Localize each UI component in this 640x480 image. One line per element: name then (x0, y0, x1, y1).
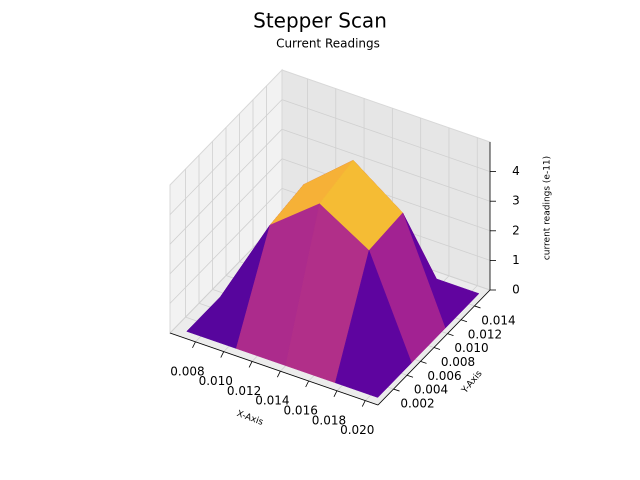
z-tick-label: 2 (512, 223, 520, 237)
x-axis-label: X-Axis (235, 409, 264, 428)
grid-line (281, 128, 491, 202)
x-tick (248, 361, 253, 368)
grid-line (281, 99, 491, 172)
chart-title: Stepper Scan (253, 9, 387, 33)
grid-line (169, 188, 283, 304)
x-tick (220, 351, 225, 358)
y-tick-label: 0.010 (454, 341, 488, 355)
x-tick-label: 0.018 (312, 413, 346, 427)
y-tick (447, 333, 454, 337)
grid-line (169, 128, 283, 245)
z-axis-label: current readings (e-11) (543, 156, 553, 260)
y-tick-label: 0.014 (481, 313, 515, 327)
x-tick-label: 0.016 (283, 404, 317, 418)
y-axis-line (377, 289, 491, 406)
grid-line (169, 99, 283, 215)
x-tick-label: 0.012 (227, 384, 261, 398)
y-tick (460, 319, 468, 323)
y-axis-label: Y-Axis (460, 369, 485, 396)
z-tick-label: 3 (512, 194, 520, 208)
y-tick (474, 305, 481, 309)
grid-line (169, 158, 283, 275)
x-tick-label: 0.014 (255, 394, 289, 408)
x-tick (277, 371, 281, 378)
x-tick (333, 390, 338, 397)
y-tick-label: 0.004 (414, 383, 448, 397)
z-tick-label: 0 (512, 283, 520, 297)
x-tick (192, 341, 196, 348)
surface-face (334, 249, 412, 398)
y-tick (406, 374, 414, 378)
x-tick-label: 0.020 (340, 423, 374, 437)
x-tick-label: 0.008 (170, 364, 204, 378)
y-tick-label: 0.002 (400, 397, 434, 411)
x-tick-label: 0.010 (199, 374, 233, 388)
z-tick-label: 4 (512, 164, 520, 178)
chart-subtitle: Current Readings (276, 37, 380, 51)
y-tick-label: 0.008 (441, 355, 475, 369)
y-tick (433, 347, 441, 350)
x-tick (361, 400, 366, 407)
y-tick-label: 0.006 (427, 369, 461, 383)
x-axis-line (169, 332, 379, 406)
y-tick (420, 360, 427, 364)
y-tick (393, 388, 400, 392)
z-tick-label: 1 (512, 253, 520, 267)
x-tick (305, 380, 310, 388)
y-tick-label: 0.012 (468, 327, 502, 341)
